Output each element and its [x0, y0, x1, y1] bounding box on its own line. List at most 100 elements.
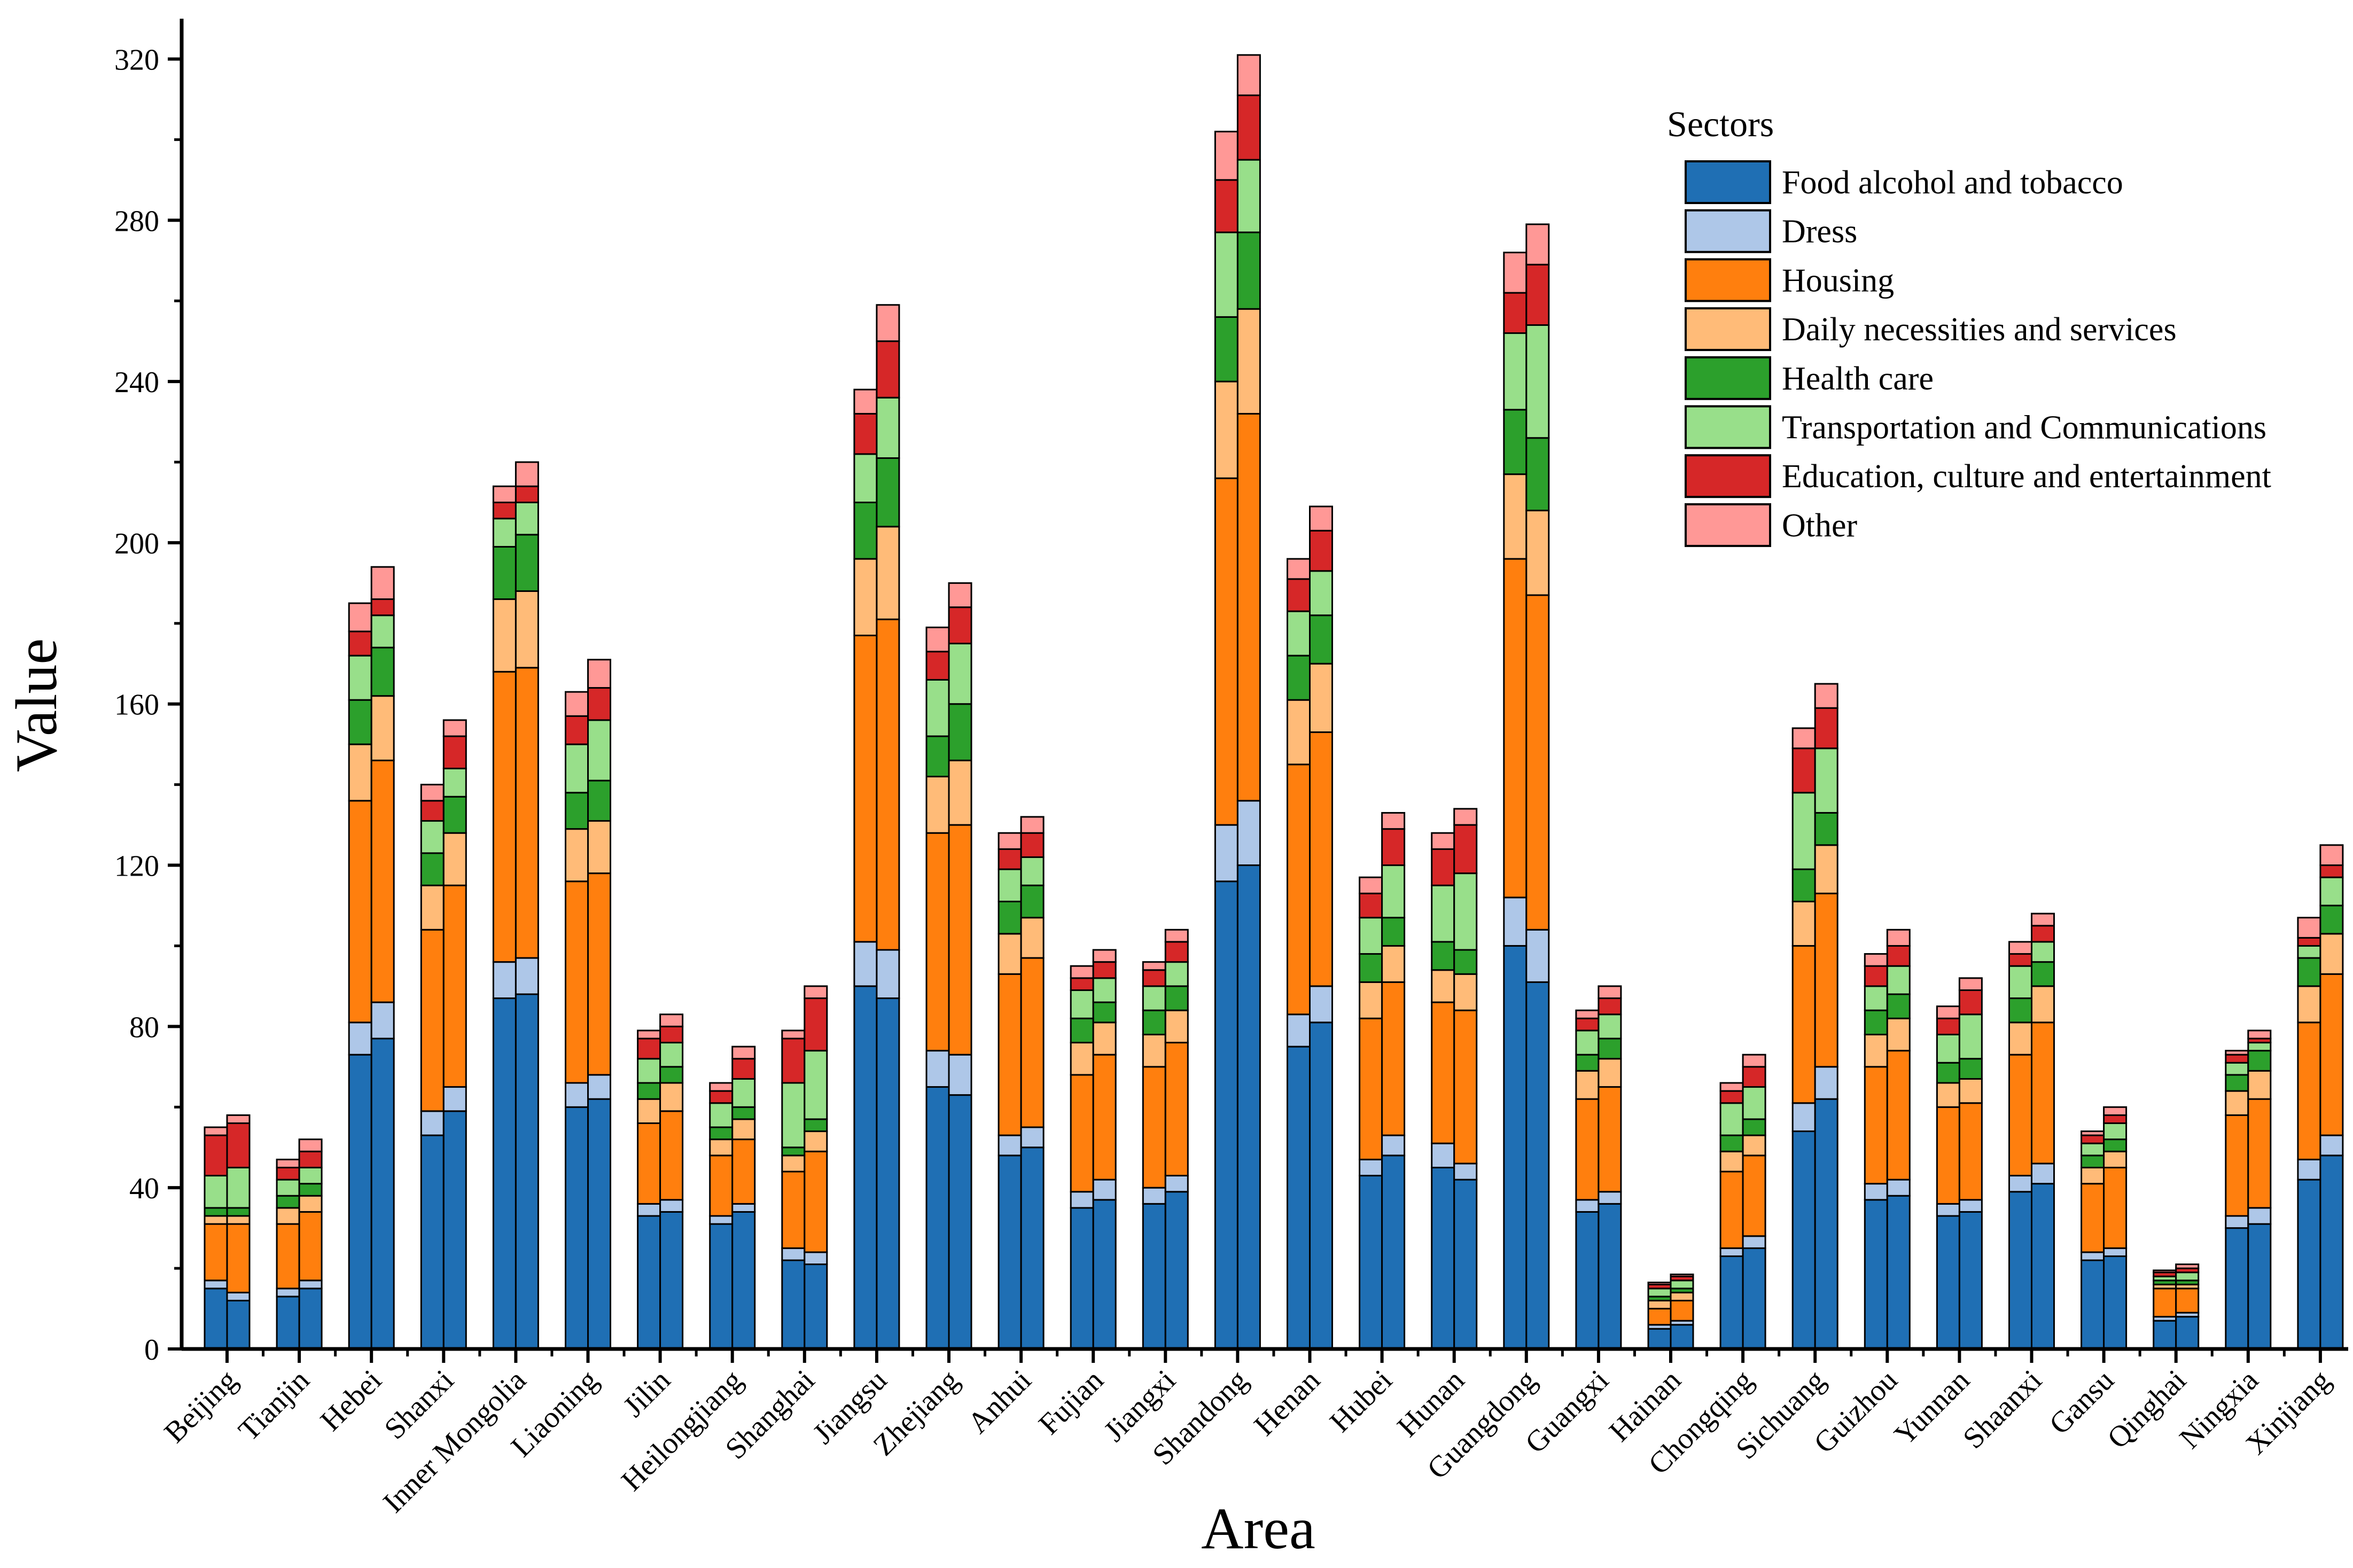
bar-henan-2-series-6 [1309, 529, 1333, 572]
bar-hunan-2-series-6 [1453, 824, 1478, 875]
bar-liaoning-2-series-6 [587, 687, 611, 721]
bar-inner-mongolia-1-series-5 [492, 518, 517, 548]
bar-shandong-1-series-0 [1214, 880, 1238, 1350]
bar-hubei-2-series-2 [1381, 981, 1406, 1136]
bar-shanghai-2-series-2 [804, 1150, 828, 1253]
bar-hunan-1-series-2 [1431, 1001, 1455, 1144]
bar-henan-2-series-0 [1309, 1021, 1333, 1350]
bar-anhui-2-series-4 [1020, 884, 1045, 919]
x-tick-label-shaanxi: Shaanxi [1957, 1363, 2048, 1455]
bar-beijing-1-series-5 [204, 1175, 228, 1209]
bar-hainan-1-series-0 [1647, 1328, 1672, 1350]
bar-shandong-2-series-0 [1236, 864, 1261, 1350]
bar-inner-mongolia-2-series-2 [515, 667, 539, 959]
bar-anhui-1-series-1 [998, 1134, 1022, 1157]
bar-hainan-2-series-7 [1670, 1273, 1694, 1277]
legend-label-7: Other [1782, 508, 1858, 544]
bar-xinjiang-1-series-1 [2297, 1158, 2321, 1181]
bar-shaanxi-1-series-2 [2008, 1054, 2032, 1177]
x-tick-label-hubei: Hubei [1323, 1363, 1399, 1439]
bar-zhejiang-1-series-7 [925, 626, 950, 653]
bar-jiangxi-2-series-5 [1164, 961, 1189, 987]
bar-jiangxi-2-series-0 [1164, 1191, 1189, 1350]
x-tick-label-hebei: Hebei [314, 1363, 388, 1437]
bar-gansu-2-series-3 [2103, 1150, 2128, 1168]
y-tick-label-160: 160 [114, 689, 159, 722]
bar-hainan-1-series-3 [1647, 1299, 1672, 1310]
bar-shandong-1-series-5 [1214, 231, 1238, 318]
bar-guizhou-2-series-0 [1886, 1195, 1911, 1350]
bar-hebei-1-series-5 [348, 654, 372, 701]
bar-xinjiang-1-series-5 [2297, 945, 2321, 959]
legend-swatch-1 [1685, 209, 1771, 253]
bar-chongqing-2-series-2 [1742, 1154, 1766, 1237]
bar-heilongjiang-2-series-2 [731, 1138, 756, 1205]
bar-xinjiang-2-series-6 [2319, 864, 2344, 878]
bar-jilin-2-series-2 [659, 1110, 684, 1201]
bar-shanxi-2-series-5 [442, 767, 467, 798]
bar-hunan-1-series-3 [1431, 969, 1455, 1003]
bar-chongqing-2-series-4 [1742, 1118, 1766, 1136]
bar-hunan-1-series-7 [1431, 832, 1455, 850]
bar-hebei-2-series-6 [370, 598, 395, 617]
bar-chongqing-2-series-7 [1742, 1054, 1766, 1068]
bar-yunnan-1-series-1 [1936, 1203, 1960, 1217]
bar-shanxi-1-series-4 [420, 852, 445, 886]
bar-henan-2-series-5 [1309, 570, 1333, 617]
bar-heilongjiang-1-series-5 [709, 1102, 734, 1128]
y-tick-label-120: 120 [114, 850, 159, 883]
bar-ningxia-1-series-0 [2225, 1227, 2249, 1350]
bar-fujian-2-series-3 [1092, 1021, 1117, 1056]
x-tick-label-fujian: Fujian [1032, 1363, 1110, 1441]
bar-chongqing-1-series-2 [1719, 1171, 1744, 1249]
bar-guizhou-2-series-1 [1886, 1179, 1911, 1197]
bar-tianjin-2-series-3 [298, 1195, 323, 1213]
bar-hunan-1-series-4 [1431, 941, 1455, 971]
bar-zhejiang-2-series-3 [948, 759, 972, 826]
bar-yunnan-1-series-5 [1936, 1033, 1960, 1064]
bar-heilongjiang-1-series-1 [709, 1215, 734, 1225]
bar-jilin-2-series-1 [659, 1199, 684, 1213]
bar-hubei-1-series-3 [1359, 981, 1383, 1019]
bar-anhui-2-series-3 [1020, 917, 1045, 959]
bar-guizhou-1-series-3 [1864, 1033, 1888, 1068]
bar-shandong-2-series-5 [1236, 159, 1261, 233]
bar-fujian-2-series-1 [1092, 1179, 1117, 1201]
bar-shanghai-1-series-1 [781, 1247, 806, 1261]
bar-jiangxi-1-series-1 [1142, 1187, 1166, 1205]
bar-jilin-1-series-7 [637, 1029, 661, 1040]
bar-heilongjiang-2-series-5 [731, 1078, 756, 1108]
bar-shanxi-1-series-6 [420, 800, 445, 822]
bar-jilin-2-series-0 [659, 1211, 684, 1350]
bar-gansu-2-series-5 [2103, 1122, 2128, 1141]
bar-tianjin-1-series-6 [276, 1166, 300, 1181]
bar-inner-mongolia-2-series-4 [515, 534, 539, 592]
bar-fujian-1-series-0 [1070, 1207, 1094, 1350]
bar-shanxi-1-series-3 [420, 884, 445, 931]
bar-shandong-2-series-4 [1236, 231, 1261, 310]
legend-swatch-4 [1685, 356, 1771, 400]
bar-liaoning-1-series-4 [565, 792, 589, 830]
bar-shanghai-1-series-3 [781, 1154, 806, 1173]
bar-shanghai-2-series-5 [804, 1050, 828, 1120]
bar-ningxia-2-series-7 [2247, 1029, 2272, 1040]
legend-label-6: Education, culture and entertainment [1782, 458, 2271, 495]
bar-inner-mongolia-2-series-7 [515, 461, 539, 487]
bar-gansu-2-series-0 [2103, 1255, 2128, 1350]
bar-hubei-2-series-3 [1381, 945, 1406, 983]
bar-jiangsu-1-series-1 [853, 941, 878, 987]
bar-fujian-2-series-6 [1092, 961, 1117, 979]
bar-xinjiang-2-series-3 [2319, 933, 2344, 975]
bar-hunan-2-series-4 [1453, 949, 1478, 975]
bar-heilongjiang-1-series-4 [709, 1126, 734, 1141]
bar-gansu-1-series-7 [2081, 1130, 2105, 1136]
bar-liaoning-1-series-1 [565, 1082, 589, 1108]
bar-jiangsu-2-series-3 [876, 526, 900, 620]
bar-jiangsu-2-series-1 [876, 949, 900, 1000]
bar-zhejiang-1-series-6 [925, 651, 950, 681]
bar-tianjin-2-series-5 [298, 1166, 323, 1185]
bar-guangdong-1-series-3 [1503, 473, 1528, 560]
bar-liaoning-2-series-5 [587, 719, 611, 782]
bar-fujian-1-series-5 [1070, 989, 1094, 1019]
